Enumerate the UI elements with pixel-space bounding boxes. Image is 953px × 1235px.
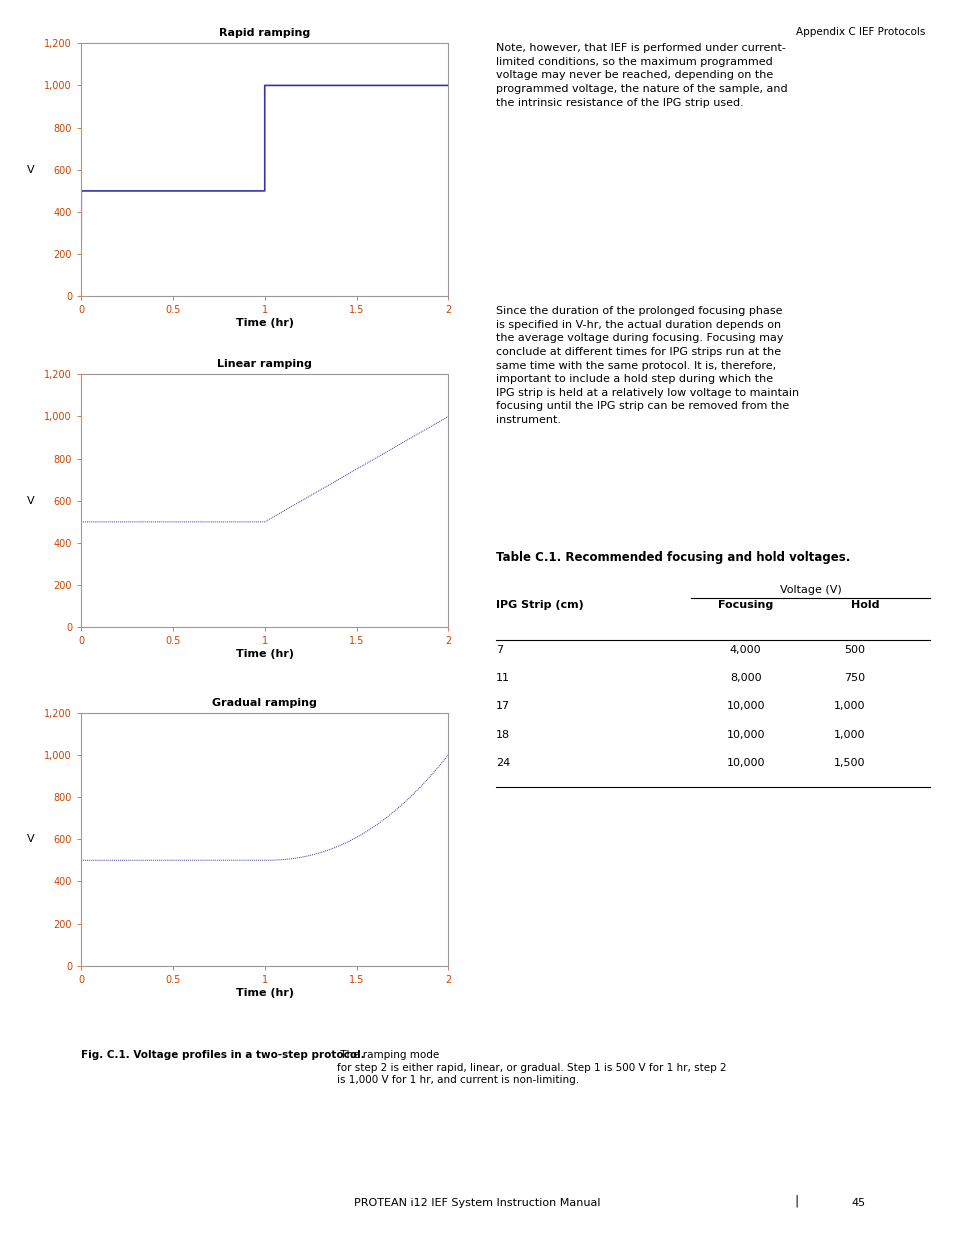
Text: Voltage (V): Voltage (V) — [780, 585, 841, 595]
X-axis label: Time (hr): Time (hr) — [235, 988, 294, 998]
Text: 750: 750 — [843, 673, 864, 683]
Text: Hold: Hold — [850, 600, 879, 610]
Text: 18: 18 — [496, 730, 510, 740]
Title: Rapid ramping: Rapid ramping — [219, 28, 310, 38]
Y-axis label: V: V — [27, 495, 34, 506]
Text: 8,000: 8,000 — [729, 673, 760, 683]
Text: |: | — [794, 1194, 798, 1208]
Text: Focusing: Focusing — [718, 600, 773, 610]
Text: 17: 17 — [496, 701, 510, 711]
Text: 500: 500 — [843, 645, 864, 655]
X-axis label: Time (hr): Time (hr) — [235, 650, 294, 659]
Text: 24: 24 — [496, 758, 510, 768]
Text: Fig. C.1. Voltage profiles in a two-step protocol.: Fig. C.1. Voltage profiles in a two-step… — [81, 1050, 364, 1060]
Text: 10,000: 10,000 — [725, 730, 764, 740]
Text: Table C.1. Recommended focusing and hold voltages.: Table C.1. Recommended focusing and hold… — [496, 551, 849, 564]
Text: 4,000: 4,000 — [729, 645, 760, 655]
Text: 1,000: 1,000 — [833, 730, 864, 740]
Text: Since the duration of the prolonged focusing phase
is specified in V-hr, the act: Since the duration of the prolonged focu… — [496, 306, 799, 425]
Text: PROTEAN i12 IEF System Instruction Manual: PROTEAN i12 IEF System Instruction Manua… — [354, 1198, 599, 1208]
Text: IPG Strip (cm): IPG Strip (cm) — [496, 600, 583, 610]
Text: Appendix C IEF Protocols: Appendix C IEF Protocols — [795, 27, 924, 37]
Text: 45: 45 — [851, 1198, 864, 1208]
Title: Gradual ramping: Gradual ramping — [213, 698, 316, 708]
Text: 10,000: 10,000 — [725, 758, 764, 768]
X-axis label: Time (hr): Time (hr) — [235, 319, 294, 329]
Text: The ramping mode
for step 2 is either rapid, linear, or gradual. Step 1 is 500 V: The ramping mode for step 2 is either ra… — [336, 1050, 726, 1086]
Text: 1,000: 1,000 — [833, 701, 864, 711]
Y-axis label: V: V — [27, 834, 34, 845]
Text: 10,000: 10,000 — [725, 701, 764, 711]
Y-axis label: V: V — [27, 164, 34, 175]
Text: Note, however, that IEF is performed under current-
limited conditions, so the m: Note, however, that IEF is performed und… — [496, 43, 787, 107]
Text: 7: 7 — [496, 645, 502, 655]
Title: Linear ramping: Linear ramping — [217, 359, 312, 369]
Text: 11: 11 — [496, 673, 510, 683]
Text: 1,500: 1,500 — [833, 758, 864, 768]
